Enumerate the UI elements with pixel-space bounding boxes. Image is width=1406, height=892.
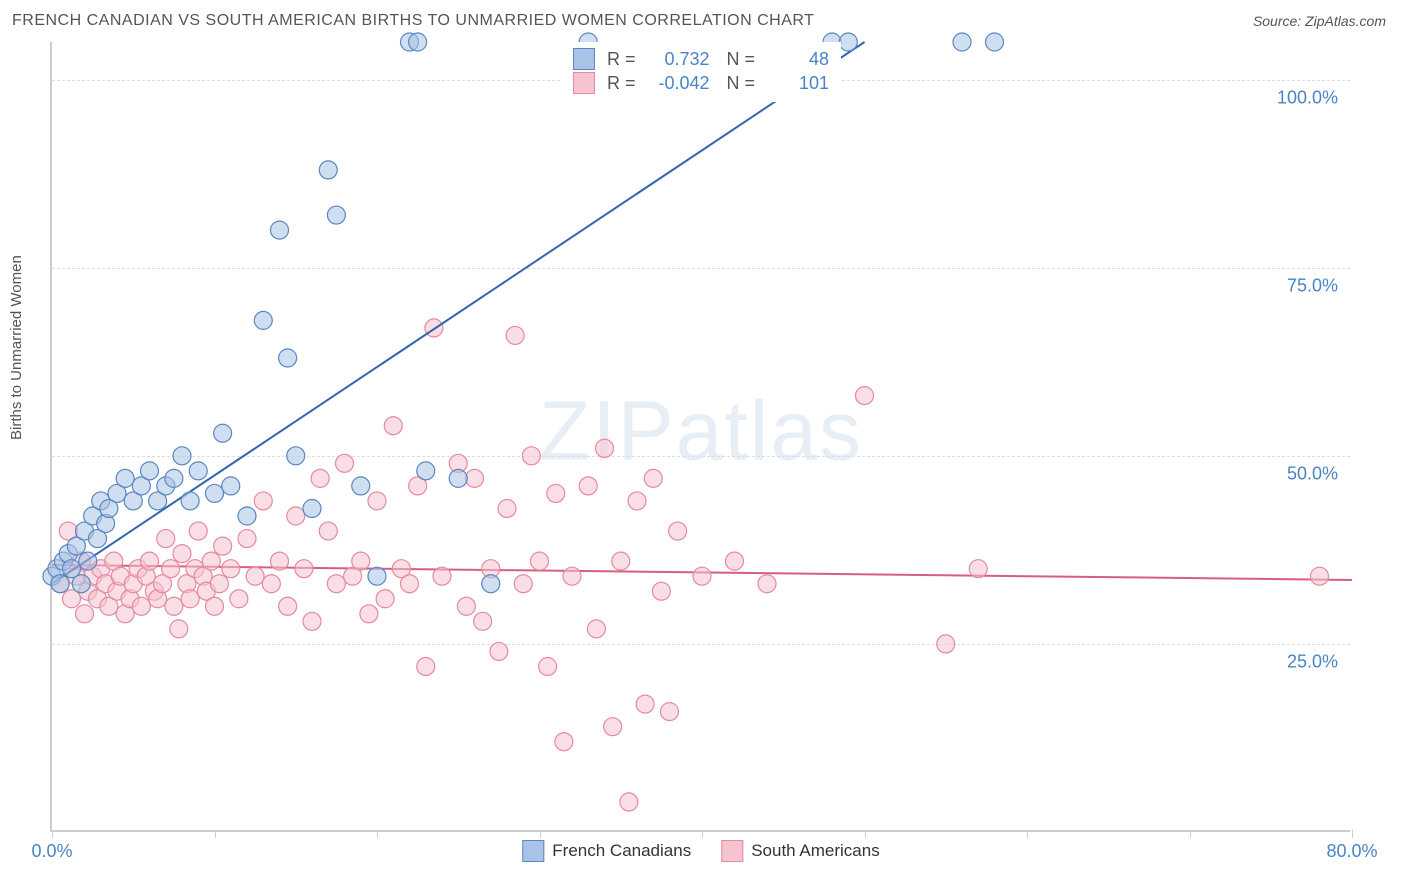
n-value-1: 48 xyxy=(767,49,829,70)
legend-row-series1: R = 0.732 N = 48 xyxy=(573,48,829,70)
ytick-label: 75.0% xyxy=(1287,275,1338,296)
r-value-1: 0.732 xyxy=(648,49,710,70)
xtick-label: 80.0% xyxy=(1326,841,1377,862)
correlation-legend: R = 0.732 N = 48 R = -0.042 N = 101 xyxy=(561,42,841,102)
legend-item-2: South Americans xyxy=(721,840,880,862)
y-axis-label: Births to Unmarried Women xyxy=(8,255,25,440)
ytick-label: 25.0% xyxy=(1287,651,1338,672)
swatch-icon xyxy=(573,72,595,94)
n-value-2: 101 xyxy=(767,73,829,94)
swatch-icon xyxy=(522,840,544,862)
legend-item-1: French Canadians xyxy=(522,840,691,862)
scatter-svg xyxy=(52,42,1350,830)
source-link[interactable]: ZipAtlas.com xyxy=(1305,13,1386,29)
xtick-label: 0.0% xyxy=(31,841,72,862)
source-credit: Source: ZipAtlas.com xyxy=(1253,13,1386,29)
ytick-label: 50.0% xyxy=(1287,463,1338,484)
ytick-label: 100.0% xyxy=(1277,87,1338,108)
r-value-2: -0.042 xyxy=(648,73,710,94)
swatch-icon xyxy=(721,840,743,862)
series-legend: French Canadians South Americans xyxy=(522,840,879,862)
chart-plot-area: ZIPatlas R = 0.732 N = 48 R = -0.042 N =… xyxy=(50,42,1350,832)
legend-row-series2: R = -0.042 N = 101 xyxy=(573,72,829,94)
chart-title: FRENCH CANADIAN VS SOUTH AMERICAN BIRTHS… xyxy=(12,12,814,30)
chart-header: FRENCH CANADIAN VS SOUTH AMERICAN BIRTHS… xyxy=(0,0,1406,42)
swatch-icon xyxy=(573,48,595,70)
